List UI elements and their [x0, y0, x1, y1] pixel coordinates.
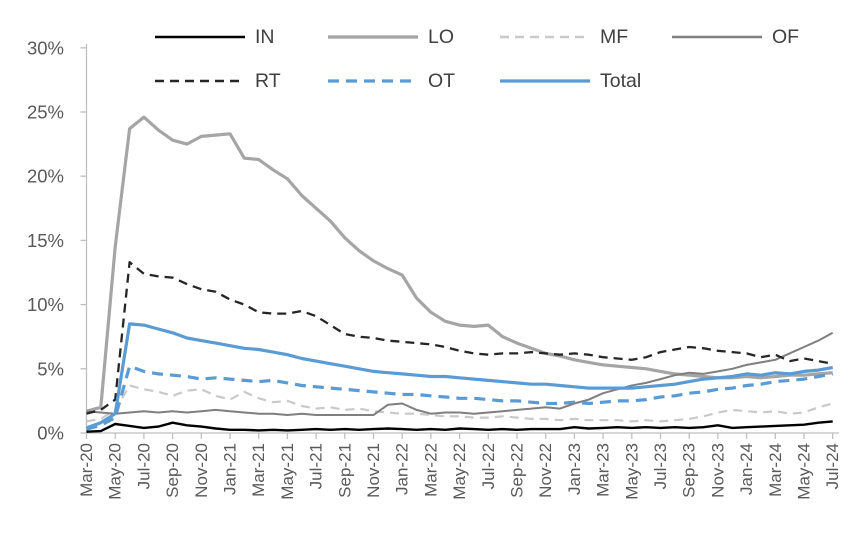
y-tick-label: 5%: [37, 358, 64, 379]
series-line-mf: [86, 384, 833, 423]
x-tick-label: Mar-22: [421, 443, 440, 497]
x-tick-label: Jul-23: [651, 443, 670, 489]
x-tick-label: Jan-21: [221, 443, 240, 495]
y-tick-label: 0%: [37, 423, 64, 444]
series-line-ot: [86, 364, 833, 431]
legend-label-lo: LO: [428, 26, 454, 48]
series-line-rt: [86, 261, 833, 415]
series-line-of: [86, 331, 834, 416]
legend-label-mf: MF: [600, 26, 628, 48]
x-tick-label: Jul-22: [479, 443, 498, 489]
x-tick-label: Nov-22: [536, 443, 555, 498]
x-tick-label: Jan-23: [565, 443, 584, 495]
x-tick-label: Jul-24: [823, 443, 842, 489]
y-tick-label: 10%: [27, 294, 64, 315]
series-line-total: [85, 322, 833, 430]
x-tick-label: Mar-20: [77, 443, 96, 497]
x-tick-label: May-22: [450, 443, 469, 500]
x-tick-label: May-21: [278, 443, 297, 500]
legend-label-in: IN: [255, 26, 275, 48]
x-tick-label: Nov-21: [364, 443, 383, 498]
x-tick-label: Sep-21: [335, 443, 354, 498]
x-tick-label: Jan-22: [393, 443, 412, 495]
x-tick-label: Nov-20: [192, 443, 211, 498]
x-tick-label: Jul-20: [134, 443, 153, 489]
legend-label-total: Total: [600, 70, 641, 92]
x-tick-label: Jan-24: [737, 443, 756, 495]
series-line-in: [86, 420, 833, 433]
x-tick-label: Sep-22: [508, 443, 527, 498]
y-tick-label: 25%: [27, 102, 64, 123]
y-tick-label: 30%: [27, 37, 64, 58]
x-tick-label: Mar-24: [766, 443, 785, 497]
legend-label-rt: RT: [255, 70, 281, 92]
x-tick-label: Sep-20: [163, 443, 182, 498]
x-tick-label: Jul-21: [307, 443, 326, 489]
x-tick-label: Mar-21: [249, 443, 268, 497]
y-tick-label: 15%: [27, 230, 64, 251]
x-tick-label: May-20: [106, 443, 125, 500]
x-tick-label: May-23: [622, 443, 641, 500]
legend-label-ot: OT: [428, 70, 455, 92]
legend-label-of: OF: [772, 26, 799, 48]
series-line-lo: [86, 115, 833, 413]
x-tick-label: Nov-23: [708, 443, 727, 498]
y-tick-label: 20%: [27, 166, 64, 187]
x-tick-label: Mar-23: [594, 443, 613, 497]
x-tick-label: May-24: [795, 443, 814, 500]
x-tick-label: Sep-23: [680, 443, 699, 498]
